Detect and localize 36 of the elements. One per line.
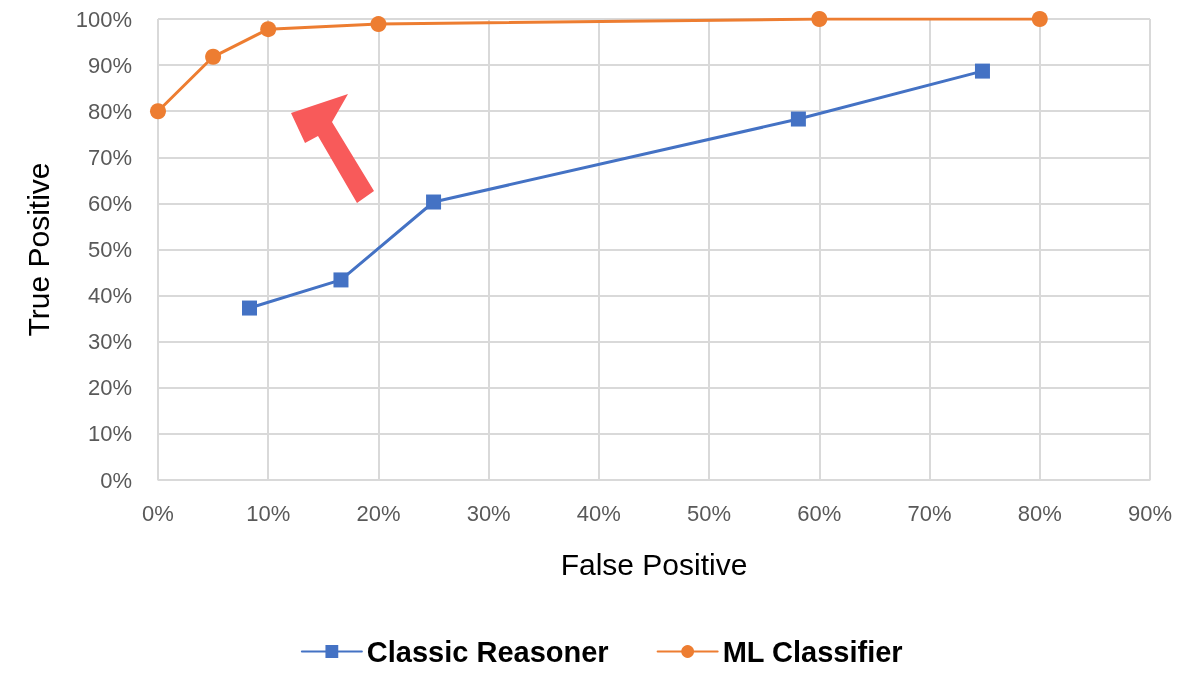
point [333,272,349,288]
x-tick-label: 80% [1017,500,1062,526]
y-tick-label: 40% [87,283,132,309]
y-tick-label: 20% [87,375,132,401]
legend-label: ML Classifier [722,635,903,668]
x-tick-label: 30% [466,500,511,526]
y-tick-label: 100% [75,6,132,32]
x-tick-label: 20% [356,500,401,526]
y-tick-label: 0% [100,467,132,493]
point [370,16,387,33]
x-tick-label: 10% [246,500,291,526]
x-tick-label: 70% [907,500,952,526]
y-tick-label: 50% [87,237,132,262]
point [426,194,442,210]
x-tick-label: 60% [797,500,842,526]
y-tick-label: 30% [87,329,132,355]
x-tick-label: 40% [576,500,621,526]
point [974,63,990,79]
point [241,300,257,316]
y-tick-label: 10% [87,421,132,447]
x-axis-title: False Positive [560,547,748,581]
point [260,21,277,38]
point [790,111,806,127]
y-axis-title: True Positive [21,162,55,337]
point [150,103,166,120]
legend-label: Classic Reasoner [366,635,609,668]
x-tick-label: 0% [142,500,174,526]
y-tick-label: 60% [87,190,132,216]
y-tick-label: 70% [87,144,132,170]
x-tick-label: 50% [687,500,732,526]
point [205,48,222,65]
point [811,11,828,27]
y-tick-label: 90% [87,52,132,78]
x-tick-label: 90% [1127,500,1173,526]
point [1031,11,1048,27]
y-tick-label: 80% [87,98,132,124]
